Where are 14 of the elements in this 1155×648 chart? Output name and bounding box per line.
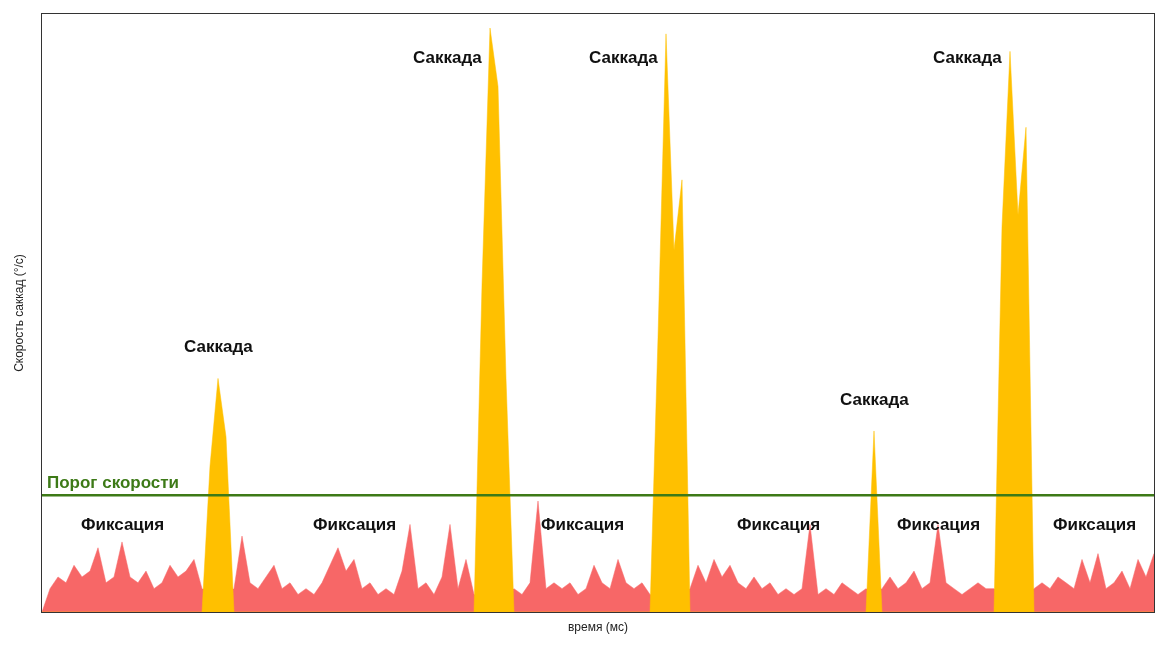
annotation: Фиксация — [81, 515, 165, 534]
ref-line-label: Порог скорости — [47, 473, 180, 492]
annotation: Фиксация — [1053, 515, 1137, 534]
annotation: Фиксация — [541, 515, 625, 534]
annotation: Саккада — [589, 48, 659, 67]
annotation: Саккада — [184, 337, 254, 356]
y-axis-title: Скорость саккад (°/с) — [12, 254, 27, 372]
annotation: Фиксация — [897, 515, 981, 534]
annotation: Фиксация — [737, 515, 821, 534]
annotation: Фиксация — [313, 515, 397, 534]
x-axis-title: время (мс) — [567, 620, 629, 635]
annotation: Саккада — [933, 48, 1003, 67]
annotation: Саккада — [840, 390, 910, 409]
annotation: Саккада — [413, 48, 483, 67]
